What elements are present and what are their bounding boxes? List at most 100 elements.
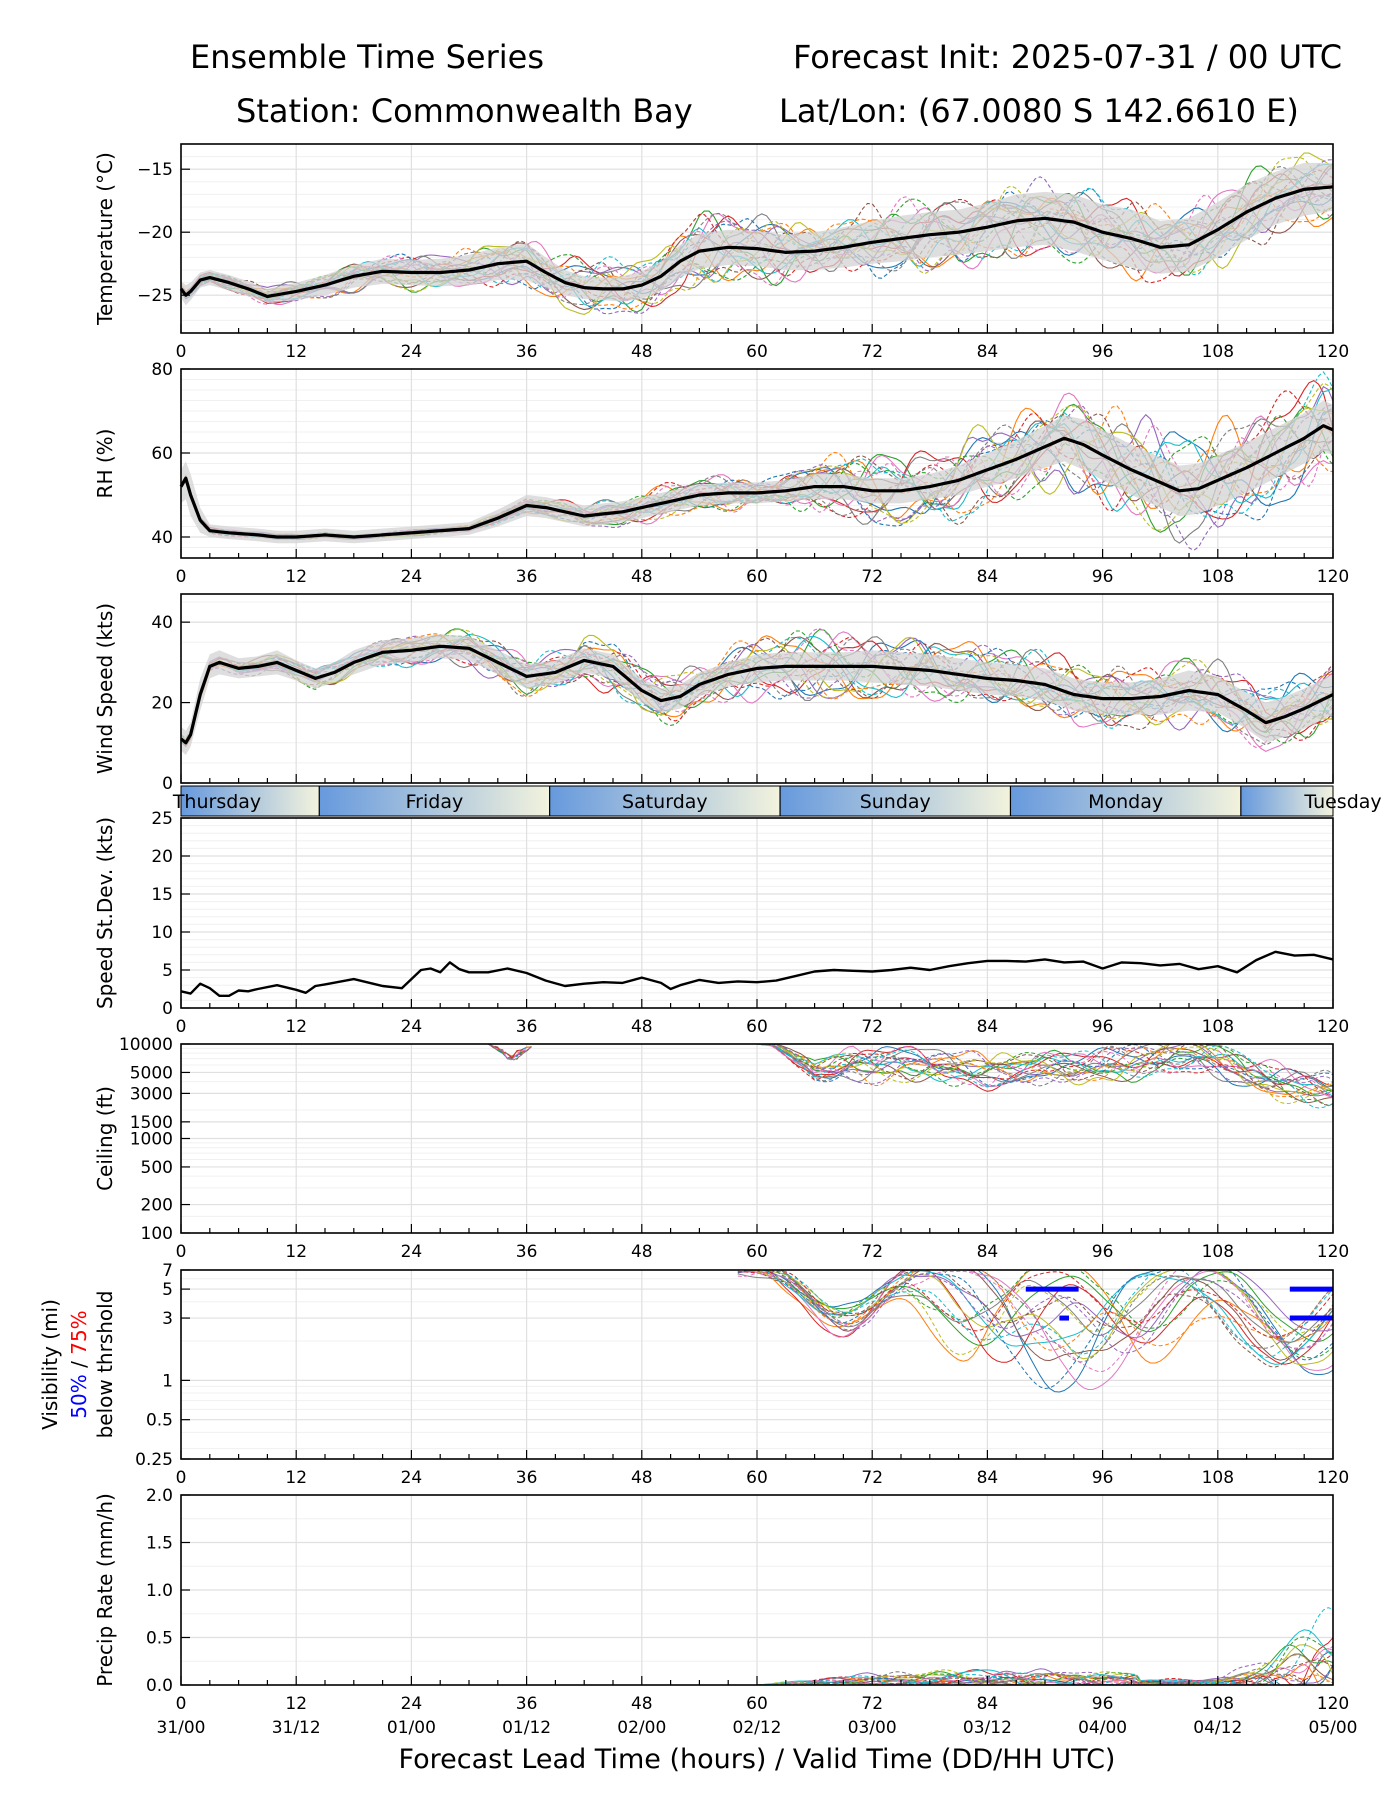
x-tick-label: 84 (977, 567, 999, 587)
spread-band (181, 634, 1333, 755)
stdev-line (180, 950, 1334, 997)
ceiling-member-line (680, 1043, 1334, 1097)
y-tick-label: 40 (151, 613, 173, 633)
day-of-week-band: Thursday Friday Saturday Sunday Monday Tuesda… (172, 785, 1382, 817)
x-tick-label: 48 (631, 1468, 653, 1488)
day-label-friday: Friday (406, 791, 464, 813)
day-label-monday: Monday (1088, 791, 1163, 813)
y-tick-label: −25 (137, 286, 173, 306)
y-tick-label: 3 (162, 1309, 173, 1329)
lat-lon: Lat/Lon: (67.0080 S 142.6610 E) (779, 92, 1299, 130)
chart-title: Ensemble Time Series (190, 38, 544, 76)
y-tick-label: 20 (151, 694, 173, 714)
x-tick-label: 96 (1092, 1468, 1114, 1488)
y-tick-label: −20 (137, 223, 173, 243)
valid-time-label: 31/12 (272, 1718, 321, 1738)
spread-band (181, 400, 1333, 544)
x-tick-label: 72 (861, 1242, 883, 1262)
y-tick-label: 40 (151, 528, 173, 548)
x-tick-label: 84 (977, 1017, 999, 1037)
x-tick-label: 108 (1202, 567, 1234, 587)
valid-time-label: 05/00 (1309, 1718, 1358, 1738)
x-tick-label: 60 (746, 342, 768, 362)
x-tick-label: 24 (401, 1468, 423, 1488)
ceiling-member-line (680, 1043, 1334, 1098)
x-tick-label: 72 (861, 1468, 883, 1488)
panel-6: 0 12 24 36 48 60 72 84 96 108 120 0.0 0.5 1.0 1.5 2.0 Pr… (93, 1486, 1358, 1775)
visibility-member-line (737, 1269, 1334, 1368)
y-tick-label: −15 (137, 160, 173, 180)
y-tick-label: 0 (162, 999, 173, 1019)
y-tick-label: 2.0 (146, 1486, 173, 1506)
panel-2: 0 20 40 Wind Speed (kts) (93, 593, 1334, 794)
ceiling-member-line (680, 1043, 1334, 1085)
visibility-member-line (737, 1269, 1334, 1351)
visibility-member-line (737, 1269, 1334, 1363)
ceiling-member-line (680, 1043, 1334, 1099)
visibility-y-label-percent: 50% / 75% (67, 1310, 91, 1418)
precip-member-line (709, 1651, 1334, 1686)
temperature-y-label: Temperature (°C) (93, 152, 117, 326)
x-tick-label: 24 (401, 342, 423, 362)
day-label-thursday: Thursday (172, 791, 261, 813)
x-tick-label: 48 (631, 1017, 653, 1037)
x-tick-label: 72 (861, 342, 883, 362)
y-tick-label: 5000 (130, 1063, 173, 1083)
x-tick-label: 48 (631, 567, 653, 587)
wind-mean-line (179, 644, 1334, 745)
day-segment (1010, 786, 1241, 816)
y-tick-label: 5 (162, 961, 173, 981)
y-tick-label: 100 (141, 1224, 173, 1244)
day-label-saturday: Saturday (622, 791, 708, 813)
x-tick-label: 72 (861, 567, 883, 587)
x-tick-label: 108 (1202, 1468, 1234, 1488)
x-tick-label: 120 (1317, 1017, 1349, 1037)
ceiling-member-line (680, 1043, 1334, 1088)
day-segment (780, 786, 1011, 816)
visibility-member-line (737, 1269, 1334, 1362)
x-tick-label: 36 (516, 567, 538, 587)
precip-member-line (709, 1607, 1334, 1686)
x-tick-label: 36 (516, 1017, 538, 1037)
y-tick-label: 1000 (130, 1130, 173, 1150)
rh-mean-line (179, 424, 1334, 539)
ceiling-member-line (680, 1043, 1334, 1105)
rh-y-label: RH (%) (93, 429, 117, 499)
x-tick-label: 48 (631, 342, 653, 362)
x-tick-label: 36 (516, 1242, 538, 1262)
y-tick-label: 60 (151, 444, 173, 464)
visibility-member-line (737, 1269, 1334, 1365)
x-tick-label: 60 (746, 1694, 768, 1714)
x-tick-label: 72 (861, 1017, 883, 1037)
x-tick-label: 60 (746, 1468, 768, 1488)
x-tick-label: 24 (401, 1017, 423, 1037)
x-tick-label: 96 (1092, 342, 1114, 362)
x-tick-label: 84 (977, 342, 999, 362)
day-label-tuesday: Tuesday (1303, 791, 1381, 813)
x-tick-label: 84 (977, 1242, 999, 1262)
y-tick-label: 1.0 (146, 1581, 173, 1601)
visibility-member-line (737, 1270, 1334, 1338)
x-tick-label: 96 (1092, 1242, 1114, 1262)
x-tick-label: 0 (176, 1017, 187, 1037)
valid-time-label: 03/12 (963, 1718, 1012, 1738)
day-segment (181, 786, 320, 816)
forecast-init: Forecast Init: 2025-07-31 / 00 UTC (793, 38, 1343, 76)
x-tick-label: 12 (285, 1694, 307, 1714)
x-tick-label: 120 (1317, 1468, 1349, 1488)
x-tick-label: 36 (516, 342, 538, 362)
x-tick-label: 60 (746, 1017, 768, 1037)
valid-time-label: 02/12 (733, 1718, 782, 1738)
x-tick-label: 96 (1092, 567, 1114, 587)
y-tick-label: 0.5 (146, 1629, 173, 1649)
visibility-slash: / (67, 1355, 91, 1374)
y-tick-label: 0.0 (146, 1676, 173, 1696)
member-line (180, 637, 1334, 743)
x-tick-label: 72 (861, 1694, 883, 1714)
precip-y-label: Precip Rate (mm/h) (93, 1493, 117, 1687)
y-tick-label: 15 (151, 885, 173, 905)
ceiling-y-label: Ceiling (ft) (93, 1086, 117, 1191)
precip-member-line (709, 1654, 1334, 1686)
x-tick-label: 0 (176, 1468, 187, 1488)
